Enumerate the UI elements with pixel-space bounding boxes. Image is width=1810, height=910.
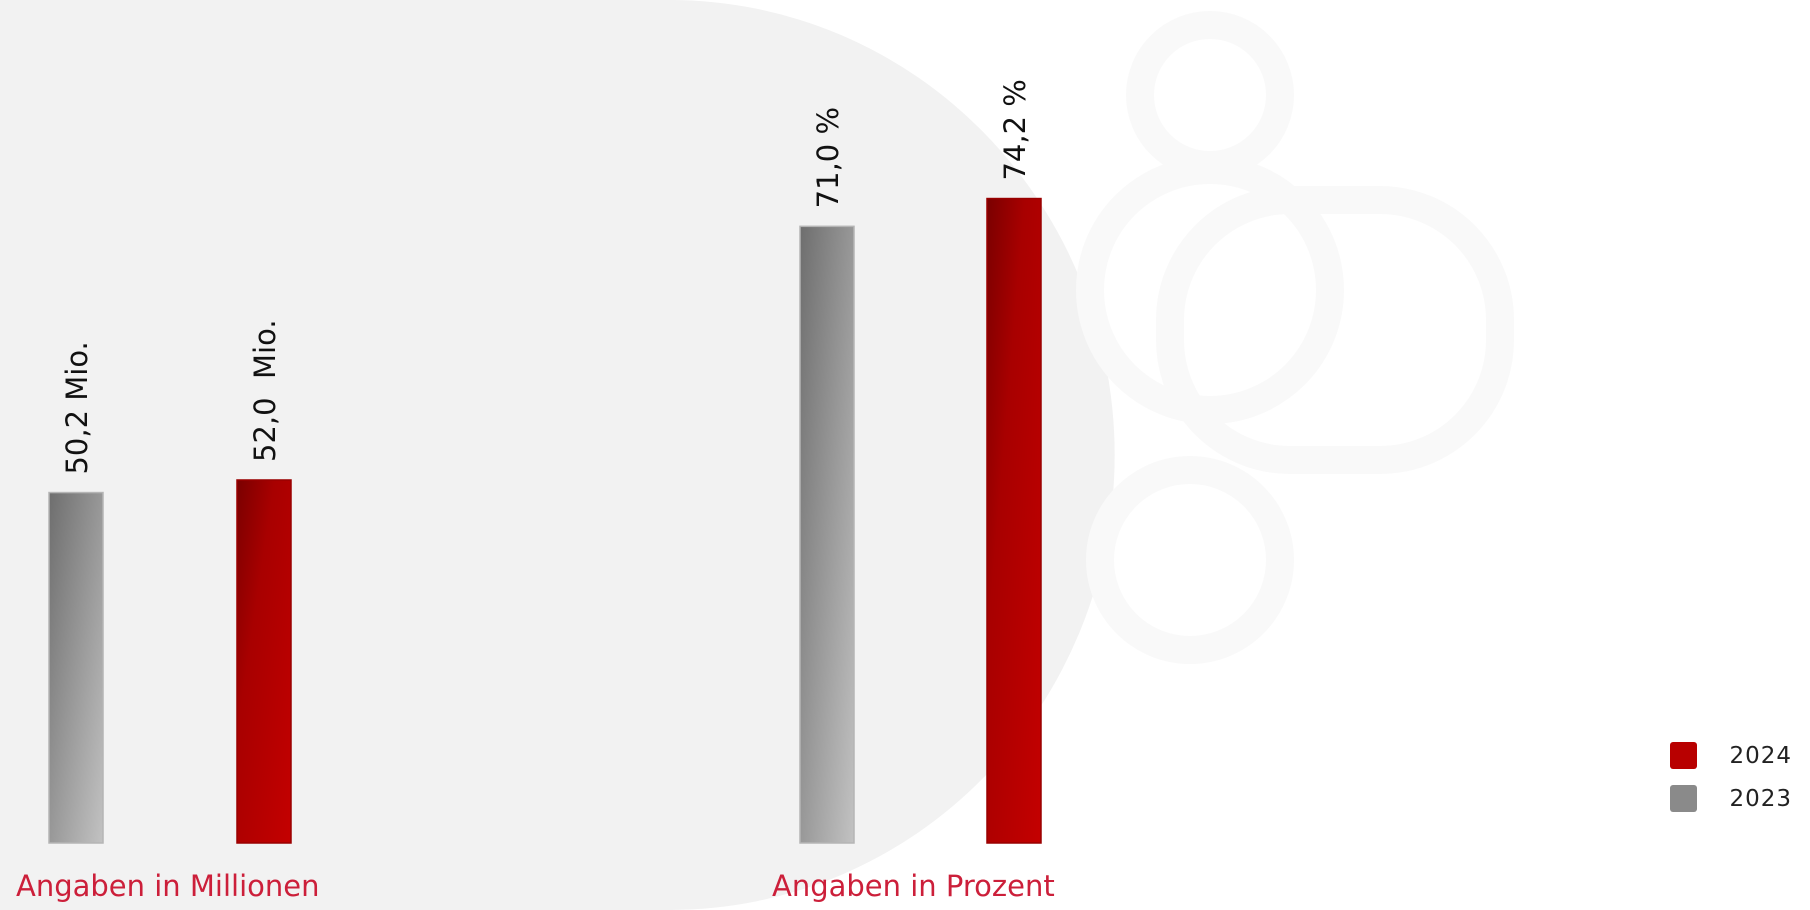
legend-swatch-2023 — [1670, 785, 1698, 812]
legend-item-2024: 2024 — [1670, 734, 1792, 777]
data-label-millions-2023: 50,2 Mio. — [60, 341, 94, 474]
bar-millions-2024 — [236, 479, 292, 844]
bar-percent-2023 — [799, 225, 855, 844]
legend-swatch-2024 — [1670, 742, 1698, 769]
panel-caption-percent: Angaben in Prozent — [772, 869, 1055, 903]
legend: 2024 2023 — [1670, 734, 1792, 820]
background-circle — [0, 0, 1115, 910]
data-label-percent-2024: 74,2 % — [998, 79, 1032, 180]
data-label-millions-2024: 52,0 Mio. — [248, 319, 282, 462]
legend-item-2023: 2023 — [1670, 777, 1792, 820]
legend-label-2024: 2024 — [1729, 742, 1792, 769]
watermark-decoration — [1076, 11, 1514, 664]
data-label-percent-2023: 71,0 % — [811, 107, 845, 208]
bar-percent-2024 — [986, 197, 1042, 844]
panel-caption-millions: Angaben in Millionen — [16, 869, 320, 903]
bar-millions-2023 — [48, 491, 104, 844]
legend-label-2023: 2023 — [1729, 785, 1792, 812]
